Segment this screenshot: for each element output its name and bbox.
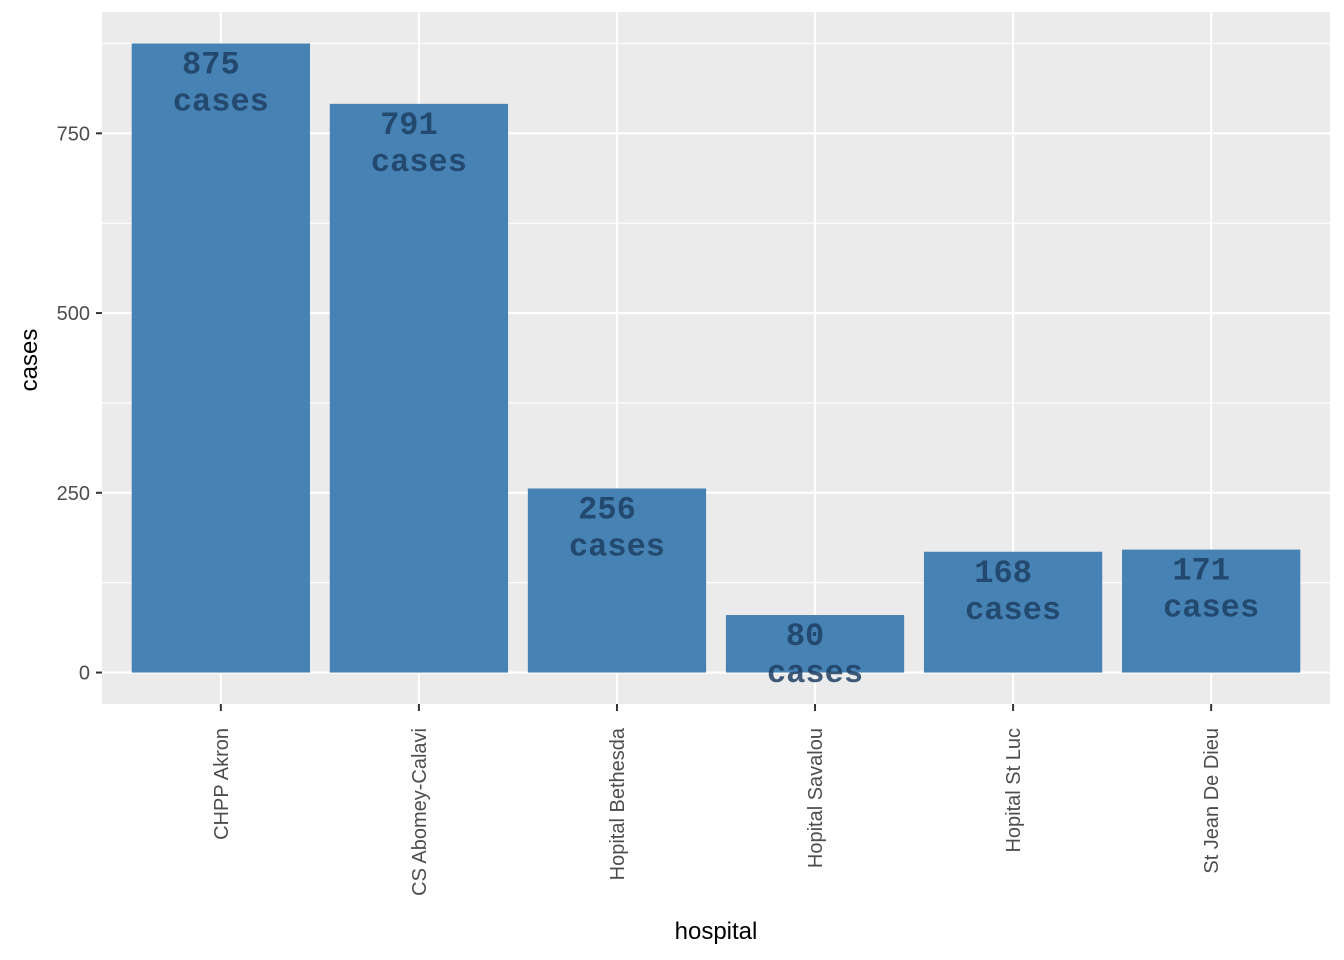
x-axis: CHPP Akron CS Abomey-Calavi Hopital Bethes… bbox=[211, 704, 1223, 896]
bar-data-label: 256 cases bbox=[569, 491, 665, 565]
bar bbox=[725, 615, 905, 673]
bar-data-label-value: 171 bbox=[1172, 553, 1230, 590]
bar bbox=[923, 551, 1103, 673]
bar-data-label-unit: cases bbox=[569, 528, 665, 565]
bar-data-label: 168 cases bbox=[965, 555, 1061, 629]
bar-data-label: 875 cases bbox=[173, 46, 269, 120]
x-tick-label: St Jean De Dieu bbox=[1201, 728, 1223, 874]
x-axis-title: hospital bbox=[675, 918, 758, 945]
bar-data-label: 80 cases bbox=[767, 618, 863, 692]
bar-data-label-unit: cases bbox=[173, 83, 269, 120]
bar bbox=[131, 43, 310, 673]
bar-data-label-value: 168 bbox=[974, 555, 1032, 592]
bar bbox=[1122, 549, 1301, 673]
bar-data-label-unit: cases bbox=[767, 655, 863, 692]
x-tick-label: Hopital Savalou bbox=[805, 728, 827, 868]
y-tick-label: 250 bbox=[57, 483, 90, 505]
y-axis-title: cases bbox=[16, 329, 43, 392]
bar-data-label: 791 cases bbox=[371, 107, 467, 181]
y-tick-label: 0 bbox=[79, 663, 90, 685]
bar bbox=[329, 103, 509, 673]
y-tick-label: 500 bbox=[57, 303, 90, 325]
x-tick-label: CS Abomey-Calavi bbox=[409, 728, 431, 896]
bar-data-label-value: 791 bbox=[380, 107, 438, 144]
bar-data-label-value: 80 bbox=[786, 618, 824, 655]
bar-data-label-value: 256 bbox=[578, 491, 636, 528]
bars bbox=[131, 43, 1301, 673]
bar-data-label-unit: cases bbox=[371, 144, 467, 181]
bar-data-label-unit: cases bbox=[1163, 590, 1259, 627]
y-tick-label: 750 bbox=[57, 123, 90, 145]
y-axis: 0 250 500 750 bbox=[57, 123, 102, 685]
x-tick-label: CHPP Akron bbox=[211, 728, 233, 840]
x-tick-label: Hopital St Luc bbox=[1003, 728, 1025, 853]
bar-data-label-value: 875 bbox=[182, 46, 240, 83]
bar-data-label: 171 cases bbox=[1163, 553, 1259, 627]
bar-data-label-unit: cases bbox=[965, 592, 1061, 629]
x-tick-label: Hopital Bethesda bbox=[607, 727, 629, 880]
bar bbox=[527, 488, 707, 673]
